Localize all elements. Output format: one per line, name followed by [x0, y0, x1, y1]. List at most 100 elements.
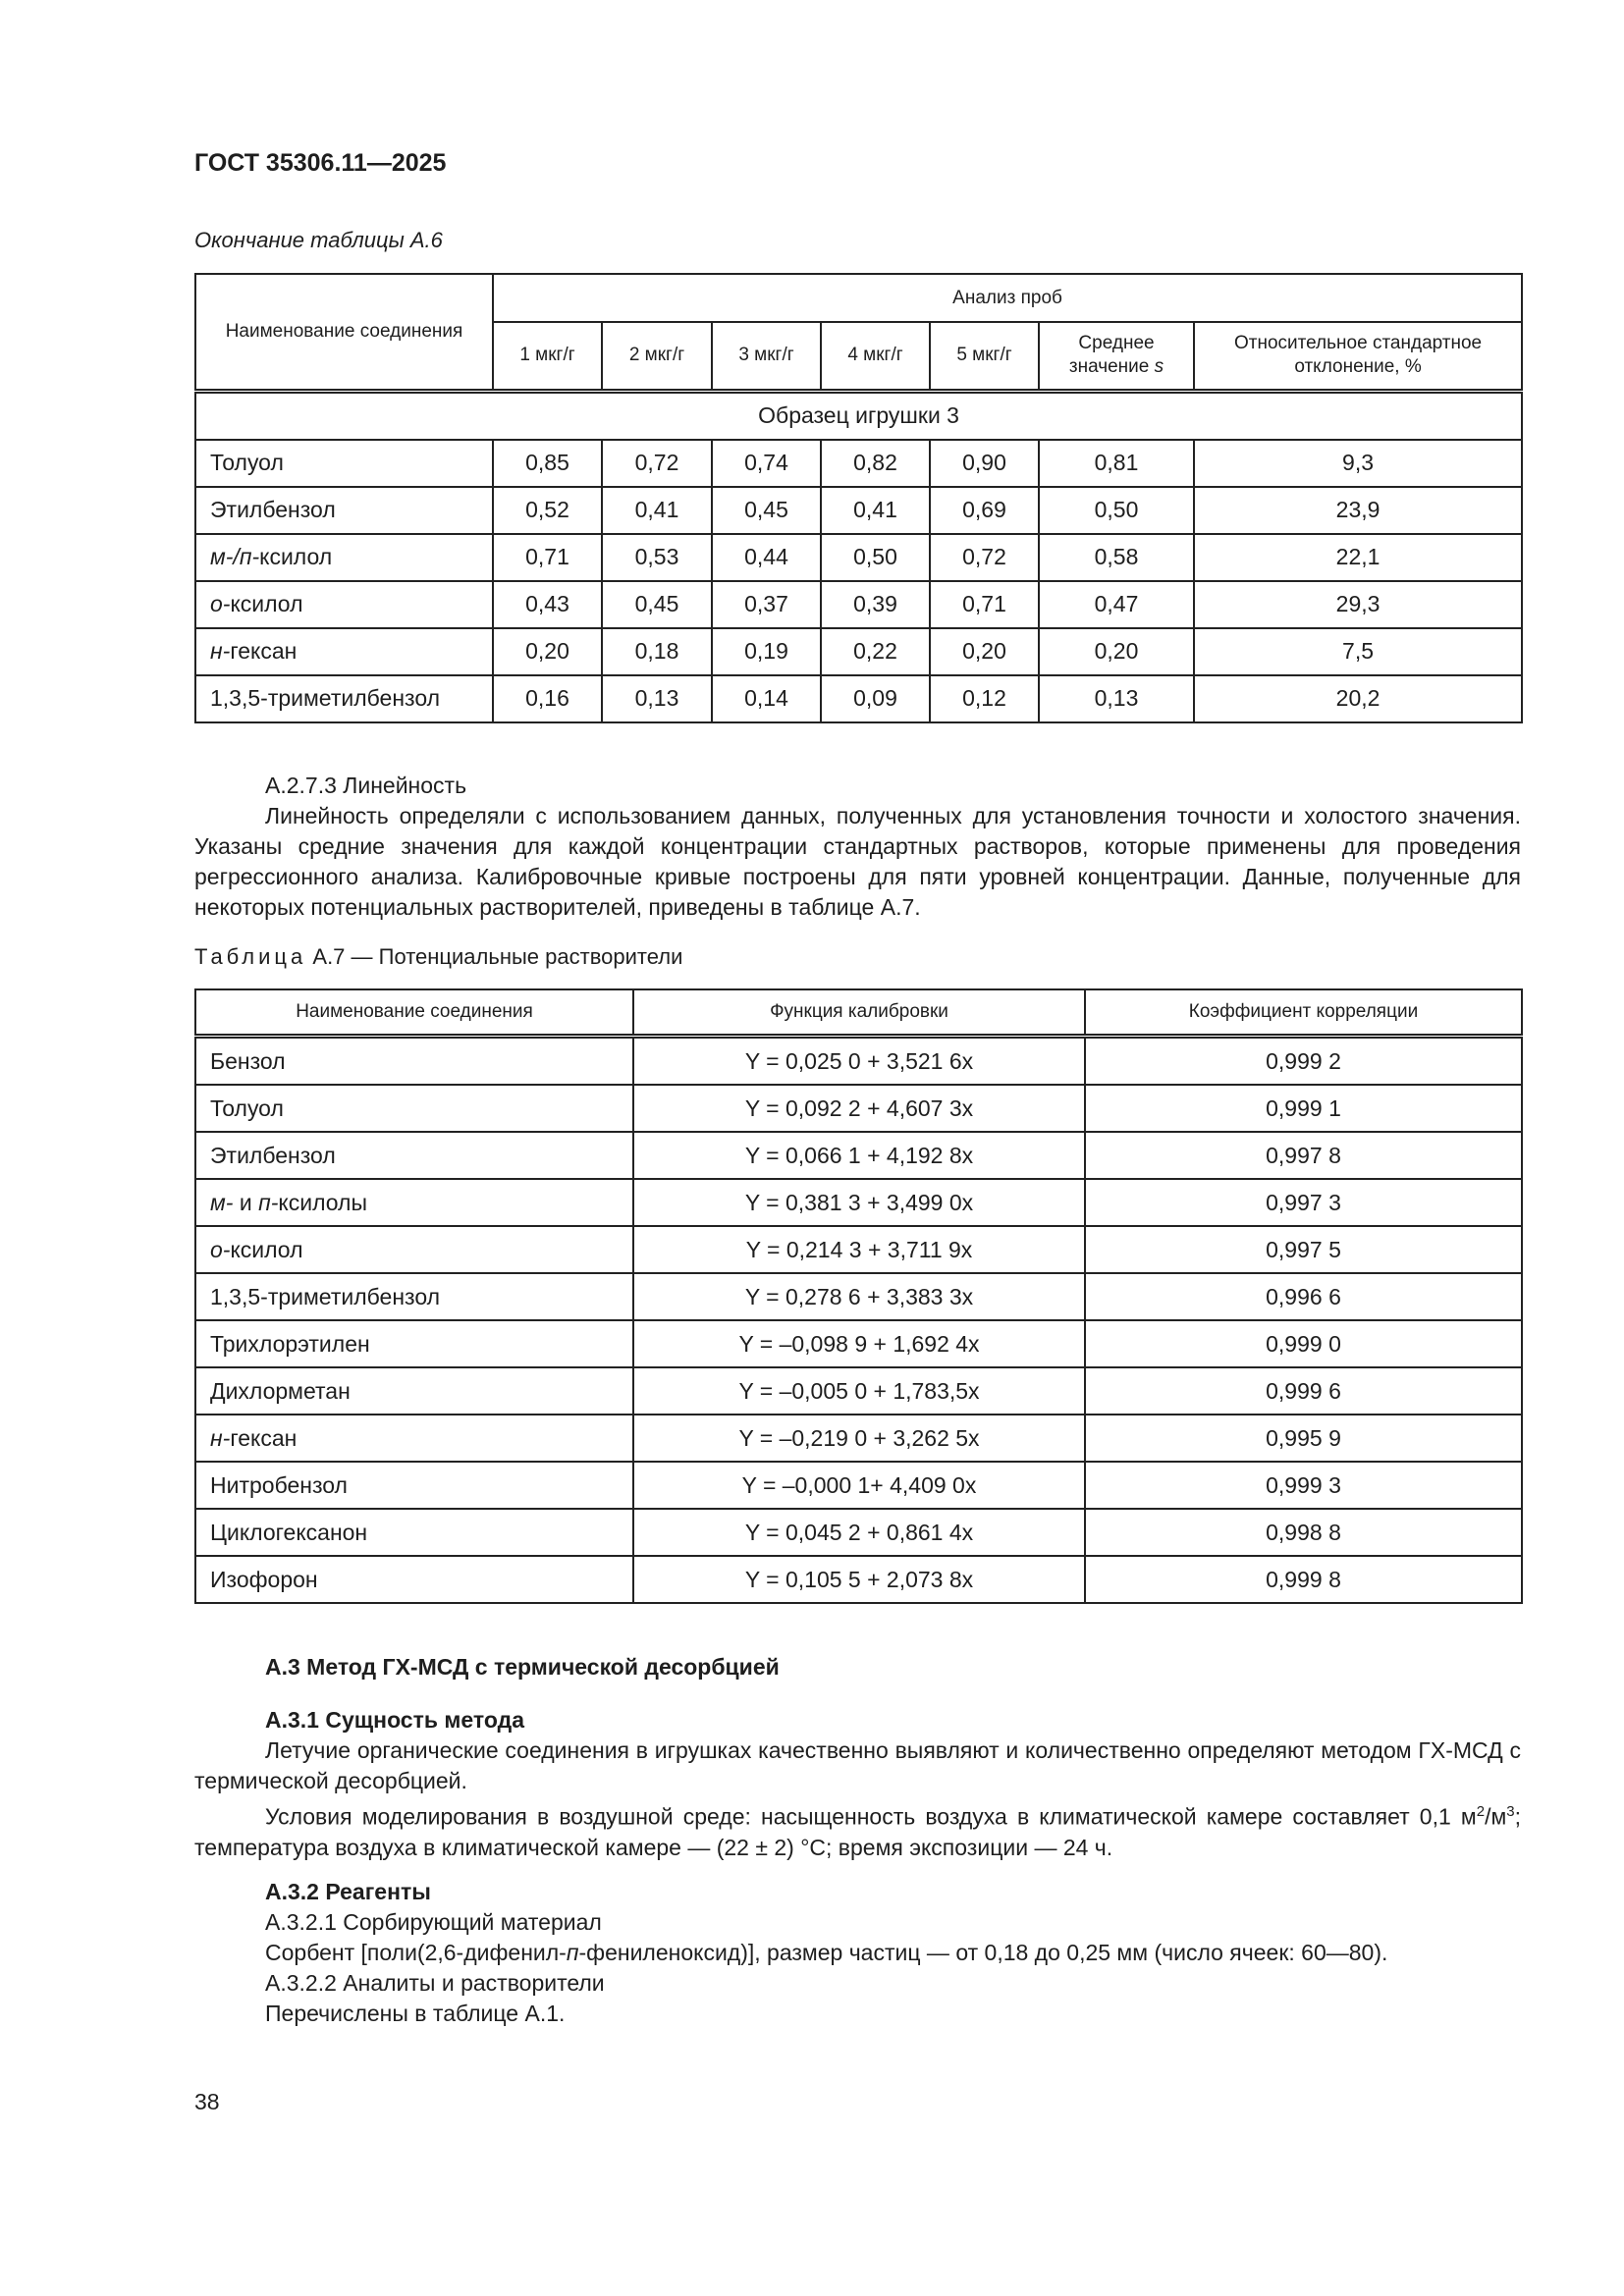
compound-name: Трихлорэтилен	[194, 1319, 634, 1368]
correlation-coefficient: 0,999 1	[1084, 1084, 1523, 1133]
value-cell: 20,2	[1192, 673, 1524, 723]
value-cell: 0,43	[492, 579, 603, 629]
table-row: Нитробензол Y = –0,000 1+ 4,409 0x 0,999 3	[194, 1461, 1523, 1510]
compound-name: Толуол	[194, 438, 494, 488]
section-a3: А.3 Метод ГХ-МСД с термической десорбцие…	[194, 1652, 1521, 2029]
page-number: 38	[194, 2089, 220, 2114]
table-row: Этилбензол Y = 0,066 1 + 4,192 8x 0,997 8	[194, 1131, 1523, 1180]
value-cell: 0,18	[601, 626, 713, 676]
col-header: Функция калибровки	[632, 988, 1086, 1039]
value-cell: 0,74	[711, 438, 822, 488]
value-cell: 0,50	[1038, 485, 1195, 535]
correlation-coefficient: 0,999 2	[1084, 1035, 1523, 1086]
section-heading: А.3 Метод ГХ-МСД с термической десорбцие…	[265, 1654, 780, 1680]
correlation-coefficient: 0,999 6	[1084, 1366, 1523, 1415]
value-cell: 29,3	[1192, 579, 1524, 629]
calibration-function: Y = 0,381 3 + 3,499 0x	[632, 1178, 1086, 1227]
calibration-function: Y = 0,066 1 + 4,192 8x	[632, 1131, 1086, 1180]
value-cell: 0,90	[929, 438, 1040, 488]
table-row: Толуол Y = 0,092 2 + 4,607 3x 0,999 1	[194, 1084, 1523, 1133]
document-id: ГОСТ 35306.11—2025	[194, 149, 447, 177]
compound-name: Этилбензол	[194, 485, 494, 535]
value-cell: 0,53	[601, 532, 713, 582]
correlation-coefficient: 0,995 9	[1084, 1414, 1523, 1463]
value-cell: 0,13	[601, 673, 713, 723]
subsection-heading: А.3.2 Реагенты	[265, 1878, 431, 1904]
calibration-function: Y = 0,045 2 + 0,861 4x	[632, 1508, 1086, 1557]
value-cell: 0,13	[1038, 673, 1195, 723]
value-cell: 0,14	[711, 673, 822, 723]
value-cell: 0,47	[1038, 579, 1195, 629]
value-cell: 0,71	[492, 532, 603, 582]
value-cell: 0,81	[1038, 438, 1195, 488]
col-header: 1 мкг/г	[492, 321, 603, 392]
table-row: Этилбензол 0,52 0,41 0,45 0,41 0,69 0,50 23,9	[194, 485, 1524, 535]
value-cell: 0,72	[601, 438, 713, 488]
correlation-coefficient: 0,999 8	[1084, 1555, 1523, 1604]
table-a7: Наименование соединения Функция калибровк…	[194, 988, 1523, 1604]
compound-name: н-гексан	[194, 626, 494, 676]
value-cell: 0,41	[820, 485, 931, 535]
table-row: м-/п-ксилол 0,71 0,53 0,44 0,50 0,72 0,58 22,1	[194, 532, 1524, 582]
col-header: 4 мкг/г	[820, 321, 931, 392]
compound-name: о-ксилол	[194, 1225, 634, 1274]
calibration-function: Y = –0,005 0 + 1,783,5x	[632, 1366, 1086, 1415]
value-cell: 0,20	[1038, 626, 1195, 676]
clause-heading: А.3.2.2 Аналиты и растворители	[265, 1969, 605, 1996]
correlation-coefficient: 0,998 8	[1084, 1508, 1523, 1557]
value-cell: 0,20	[492, 626, 603, 676]
subsection-heading: А.3.1 Сущность метода	[265, 1707, 524, 1733]
col-header: 2 мкг/г	[601, 321, 713, 392]
compound-name: Этилбензол	[194, 1131, 634, 1180]
paragraph: Летучие органические соединения в игрушк…	[194, 1737, 1521, 1793]
table-a7-caption: Таблица А.7 — Потенциальные растворители	[194, 944, 682, 970]
table-row: Изофорон Y = 0,105 5 + 2,073 8x 0,999 8	[194, 1555, 1523, 1604]
table-row: н-гексан Y = –0,219 0 + 3,262 5x 0,995 9	[194, 1414, 1523, 1463]
correlation-coefficient: 0,997 5	[1084, 1225, 1523, 1274]
value-cell: 0,72	[929, 532, 1040, 582]
calibration-function: Y = –0,098 9 + 1,692 4x	[632, 1319, 1086, 1368]
value-cell: 0,50	[820, 532, 931, 582]
table-row: Циклогексанон Y = 0,045 2 + 0,861 4x 0,998…	[194, 1508, 1523, 1557]
table-row: Трихлорэтилен Y = –0,098 9 + 1,692 4x 0,99…	[194, 1319, 1523, 1368]
compound-name: м- и п-ксилолы	[194, 1178, 634, 1227]
correlation-coefficient: 0,997 8	[1084, 1131, 1523, 1180]
value-cell: 0,39	[820, 579, 931, 629]
col-header: Коэффициент корреляции	[1084, 988, 1523, 1039]
table-section-row: Образец игрушки 3	[193, 388, 1524, 441]
value-cell: 0,19	[711, 626, 822, 676]
compound-name: Изофорон	[194, 1555, 634, 1604]
value-cell: 0,44	[711, 532, 822, 582]
correlation-coefficient: 0,996 6	[1084, 1272, 1523, 1321]
value-cell: 0,22	[820, 626, 931, 676]
table-row: 1,3,5-триметилбензол 0,16 0,13 0,14 0,09 0,12…	[194, 673, 1524, 723]
compound-name: Толуол	[194, 1084, 634, 1133]
table-row: 1,3,5-триметилбензол Y = 0,278 6 + 3,383 …	[194, 1272, 1523, 1321]
paragraph: Линейность определяли с использованием д…	[194, 803, 1521, 920]
col-header: Относительное стандартное отклонение, %	[1192, 321, 1524, 392]
col-header: 3 мкг/г	[711, 321, 822, 392]
paragraph: Сорбент [поли(2,6-дифенил-п-фениленоксид…	[265, 1939, 1388, 1965]
compound-name: 1,3,5-триметилбензол	[194, 673, 494, 723]
value-cell: 0,20	[929, 626, 1040, 676]
compound-name: о-ксилол	[194, 579, 494, 629]
table-row: о-ксилол 0,43 0,45 0,37 0,39 0,71 0,47 29,3	[194, 579, 1524, 629]
value-cell: 0,82	[820, 438, 931, 488]
value-cell: 0,45	[711, 485, 822, 535]
calibration-function: Y = 0,092 2 + 4,607 3x	[632, 1084, 1086, 1133]
section-a273: А.2.7.3 Линейность Линейность определяли…	[194, 771, 1521, 923]
value-cell: 0,71	[929, 579, 1040, 629]
value-cell: 9,3	[1192, 438, 1524, 488]
compound-name: м-/п-ксилол	[194, 532, 494, 582]
section-heading: А.2.7.3 Линейность	[265, 773, 467, 798]
compound-name: Нитробензол	[194, 1461, 634, 1510]
value-cell: 0,52	[492, 485, 603, 535]
value-cell: 7,5	[1192, 626, 1524, 676]
value-cell: 0,69	[929, 485, 1040, 535]
calibration-function: Y = 0,278 6 + 3,383 3x	[632, 1272, 1086, 1321]
value-cell: 0,16	[492, 673, 603, 723]
calibration-function: Y = 0,214 3 + 3,711 9x	[632, 1225, 1086, 1274]
correlation-coefficient: 0,999 3	[1084, 1461, 1523, 1510]
calibration-function: Y = –0,000 1+ 4,409 0x	[632, 1461, 1086, 1510]
calibration-function: Y = 0,025 0 + 3,521 6x	[632, 1035, 1086, 1086]
